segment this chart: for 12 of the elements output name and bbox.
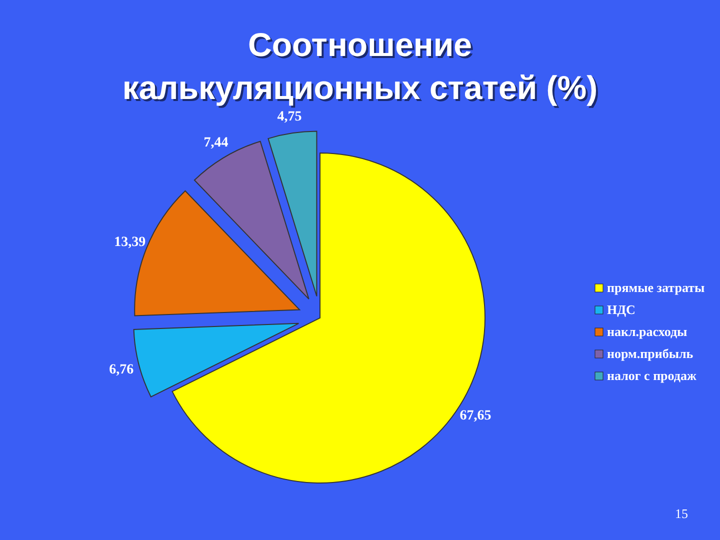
data-label: 67,65	[460, 408, 492, 424]
legend-label: прямые затраты	[607, 280, 705, 295]
legend-label: налог с продаж	[607, 368, 697, 383]
legend-label: накл.расходы	[607, 324, 688, 339]
legend-label: норм.прибыль	[607, 346, 694, 361]
legend-label: НДС	[607, 302, 636, 317]
data-label: 7,44	[204, 135, 228, 150]
chart-title: Соотношение калькуляционных статей (%)	[124, 26, 600, 108]
data-label: 13,39	[114, 235, 146, 250]
data-label: 6,76	[109, 362, 134, 378]
text: 15	[675, 506, 688, 521]
data-label: 4,75	[277, 109, 302, 124]
